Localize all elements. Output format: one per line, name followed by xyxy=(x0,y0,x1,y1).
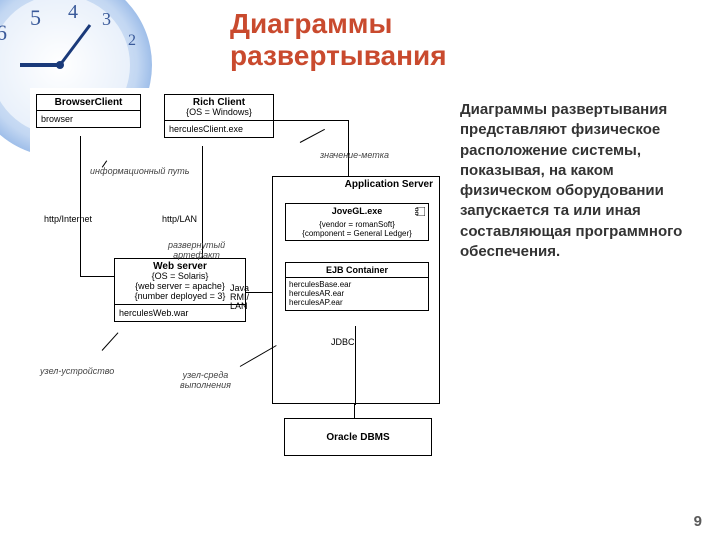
node-web-server: Web server {OS = Solaris} {web server = … xyxy=(114,258,246,322)
svg-text:6: 6 xyxy=(0,20,7,45)
annotation-deployed-artifact: развернутыйартефакт xyxy=(168,240,225,260)
ejb-line1: herculesBase.ear xyxy=(289,280,425,289)
node-title-group: Web server {OS = Solaris} {web server = … xyxy=(115,259,245,305)
description-text: Диаграммы развертывания представляют физ… xyxy=(460,100,700,262)
node-body: browser xyxy=(37,111,140,127)
connector-rc-as-h xyxy=(274,120,348,121)
ejb-line3: herculesAP.ear xyxy=(289,298,425,307)
node-app-server: Application Server JoveGL.exe {vendor = … xyxy=(272,176,440,404)
svg-text:2: 2 xyxy=(128,32,136,49)
connector-ejb-oracle-inner xyxy=(355,326,356,405)
node-browser-client: BrowserClient browser xyxy=(36,94,141,128)
component-icon xyxy=(415,207,425,216)
label-http-lan: http/LAN xyxy=(162,214,197,224)
node-title-group: Rich Client {OS = Windows} xyxy=(165,95,273,121)
component-title: EJB Container xyxy=(286,263,428,278)
title-line2: развертывания xyxy=(230,40,447,71)
component-line1: {vendor = romanSoft} xyxy=(289,220,425,229)
label-java-rmi: Java RMI/LAN xyxy=(230,284,270,311)
connector-bc-ws-h xyxy=(80,276,114,277)
node-body: herculesWeb.war xyxy=(115,305,245,321)
component-title: JoveGL.exe xyxy=(332,206,383,216)
jdbc-label: JDBC xyxy=(331,337,355,347)
svg-text:5: 5 xyxy=(30,5,41,30)
node-title: Oracle DBMS xyxy=(285,419,431,457)
label-http-internet: http/Internet xyxy=(44,214,92,224)
node-body: herculesClient.exe xyxy=(165,121,273,137)
deployment-diagram: BrowserClient browser Rich Client {OS = … xyxy=(30,88,450,508)
component-line2: {component = General Ledger} xyxy=(289,229,425,238)
node-subtitle3: {number deployed = 3} xyxy=(119,292,241,302)
annotation-pointer xyxy=(102,332,119,351)
title-line1: Диаграммы xyxy=(230,8,392,39)
annotation-info-path: информационный путь xyxy=(90,166,190,176)
component-jovegl: JoveGL.exe {vendor = romanSoft} {compone… xyxy=(285,203,429,241)
component-ejb: EJB Container herculesBase.ear herculesA… xyxy=(285,262,429,311)
svg-text:4: 4 xyxy=(68,1,78,23)
annotation-pointer xyxy=(300,129,325,143)
svg-text:3: 3 xyxy=(102,9,111,29)
annotation-node-env: узел-средавыполнения xyxy=(180,370,231,390)
connector-rc-as-v xyxy=(348,120,349,176)
page-number: 9 xyxy=(694,513,702,530)
annotation-node-device: узел-устройство xyxy=(40,366,114,376)
page-title: Диаграммы развертывания xyxy=(230,8,447,72)
node-subtitle: {OS = Windows} xyxy=(169,108,269,118)
annotation-value-label: значение-метка xyxy=(320,150,389,160)
node-oracle: Oracle DBMS xyxy=(284,418,432,456)
connector-as-oracle xyxy=(354,404,355,418)
node-title: BrowserClient xyxy=(37,95,140,111)
node-rich-client: Rich Client {OS = Windows} herculesClien… xyxy=(164,94,274,138)
connector-bc-ws-v xyxy=(80,136,81,276)
ejb-line2: herculesAR.ear xyxy=(289,289,425,298)
node-title: Application Server xyxy=(273,177,439,192)
